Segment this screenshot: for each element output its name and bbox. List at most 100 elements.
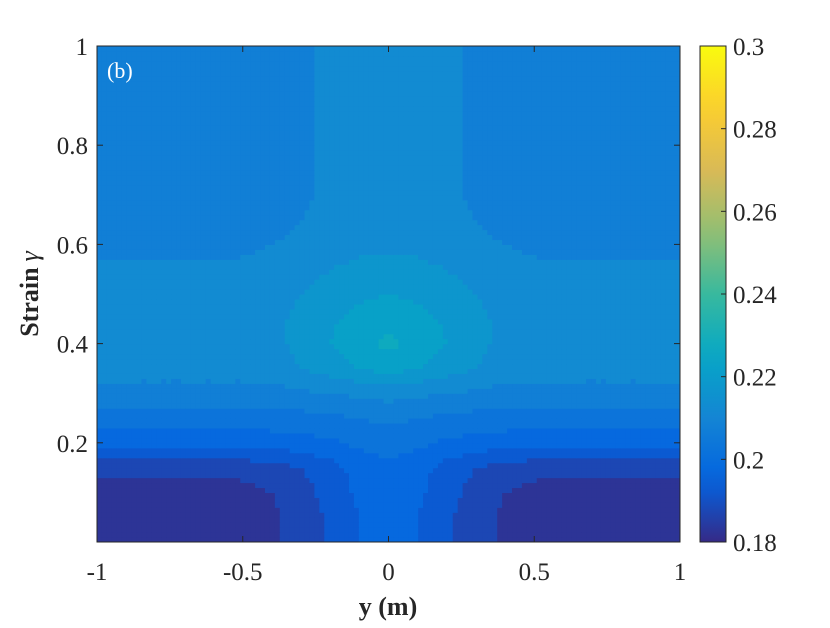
contour-cell bbox=[512, 442, 518, 449]
contour-cell bbox=[289, 403, 296, 409]
contour-cell bbox=[126, 432, 133, 439]
contour-cell bbox=[482, 437, 488, 444]
contour-cell bbox=[665, 442, 671, 449]
contour-cell bbox=[97, 472, 103, 479]
contour-cell bbox=[299, 442, 306, 449]
contour-cell bbox=[116, 447, 123, 454]
contour-cell bbox=[136, 522, 143, 528]
contour-cell bbox=[610, 388, 617, 394]
contour-cell bbox=[610, 487, 617, 493]
contour-cell bbox=[447, 467, 454, 474]
contour-cell bbox=[561, 512, 567, 518]
contour-cell bbox=[156, 422, 162, 429]
contour-cell bbox=[398, 437, 404, 444]
contour-cell bbox=[512, 383, 518, 389]
contour-cell bbox=[610, 348, 617, 355]
contour-cell bbox=[373, 403, 380, 409]
contour-cell bbox=[546, 467, 553, 474]
contour-cell bbox=[260, 442, 266, 449]
contour-cell bbox=[324, 537, 330, 542]
contour-cell bbox=[279, 507, 286, 513]
contour-cell bbox=[111, 442, 118, 449]
contour-cell bbox=[541, 437, 548, 444]
contour-cell bbox=[521, 502, 528, 508]
contour-cell bbox=[536, 452, 543, 459]
contour-cell bbox=[225, 437, 231, 444]
contour-cell bbox=[245, 368, 251, 374]
contour-cell bbox=[383, 393, 390, 399]
contour-cell bbox=[437, 427, 444, 434]
contour-cell bbox=[383, 482, 390, 489]
contour-cell bbox=[600, 442, 607, 449]
contour-cell bbox=[596, 457, 602, 464]
contour-cell bbox=[605, 408, 612, 414]
contour-cell bbox=[452, 497, 459, 503]
contour-cell bbox=[220, 363, 227, 369]
contour-cell bbox=[141, 358, 148, 365]
contour-cell bbox=[605, 492, 612, 498]
contour-cell bbox=[586, 532, 592, 538]
contour-cell bbox=[388, 437, 395, 444]
contour-cell bbox=[586, 492, 592, 498]
contour-cell bbox=[551, 527, 558, 533]
contour-cell bbox=[526, 398, 533, 404]
contour-cell bbox=[111, 333, 118, 340]
contour-cell bbox=[507, 527, 513, 533]
contour-cell bbox=[576, 467, 582, 474]
contour-cell bbox=[383, 522, 390, 528]
contour-cell bbox=[403, 368, 409, 374]
contour-cell bbox=[195, 467, 202, 474]
contour-cell bbox=[299, 363, 306, 369]
contour-cell bbox=[630, 368, 637, 374]
contour-cell bbox=[497, 487, 503, 493]
contour-cell bbox=[383, 333, 390, 340]
contour-cell bbox=[418, 427, 424, 434]
contour-cell bbox=[442, 378, 449, 384]
contour-cell bbox=[151, 452, 157, 459]
contour-cell bbox=[516, 487, 523, 493]
contour-cell bbox=[561, 383, 567, 389]
contour-cell bbox=[472, 497, 479, 503]
contour-cell bbox=[556, 452, 563, 459]
contour-cell bbox=[472, 537, 479, 542]
contour-cell bbox=[561, 413, 567, 419]
contour-cell bbox=[670, 537, 676, 542]
contour-cell bbox=[111, 338, 118, 345]
contour-cell bbox=[591, 492, 597, 498]
contour-cell bbox=[600, 482, 607, 489]
contour-cell bbox=[423, 442, 429, 449]
contour-cell bbox=[541, 373, 548, 379]
contour-cell bbox=[274, 492, 281, 498]
contour-cell bbox=[472, 512, 479, 518]
contour-cell bbox=[319, 497, 325, 503]
contour-cell bbox=[462, 348, 469, 355]
contour-cell bbox=[423, 422, 429, 429]
contour-cell bbox=[329, 363, 335, 369]
contour-cell bbox=[591, 363, 597, 369]
contour-cell bbox=[497, 398, 503, 404]
contour-cell bbox=[408, 353, 414, 360]
contour-cell bbox=[358, 522, 365, 528]
contour-cell bbox=[462, 393, 469, 399]
contour-cell bbox=[482, 383, 488, 389]
contour-cell bbox=[581, 422, 587, 429]
contour-cell bbox=[255, 427, 261, 434]
contour-cell bbox=[294, 393, 301, 399]
contour-cell bbox=[101, 333, 108, 340]
contour-cell bbox=[403, 457, 409, 464]
contour-cell bbox=[432, 462, 439, 469]
contour-cell bbox=[348, 492, 355, 498]
contour-cell bbox=[556, 532, 563, 538]
contour-cell bbox=[398, 343, 404, 350]
contour-cell bbox=[269, 333, 276, 340]
contour-cell bbox=[319, 413, 325, 419]
contour-cell bbox=[625, 363, 632, 369]
contour-cell bbox=[645, 338, 651, 345]
contour-cell bbox=[121, 522, 128, 528]
contour-cell bbox=[171, 418, 177, 424]
contour-cell bbox=[319, 348, 325, 355]
contour-cell bbox=[571, 378, 577, 384]
contour-cell bbox=[378, 472, 385, 479]
contour-cell bbox=[334, 383, 340, 389]
contour-cell bbox=[492, 477, 498, 484]
